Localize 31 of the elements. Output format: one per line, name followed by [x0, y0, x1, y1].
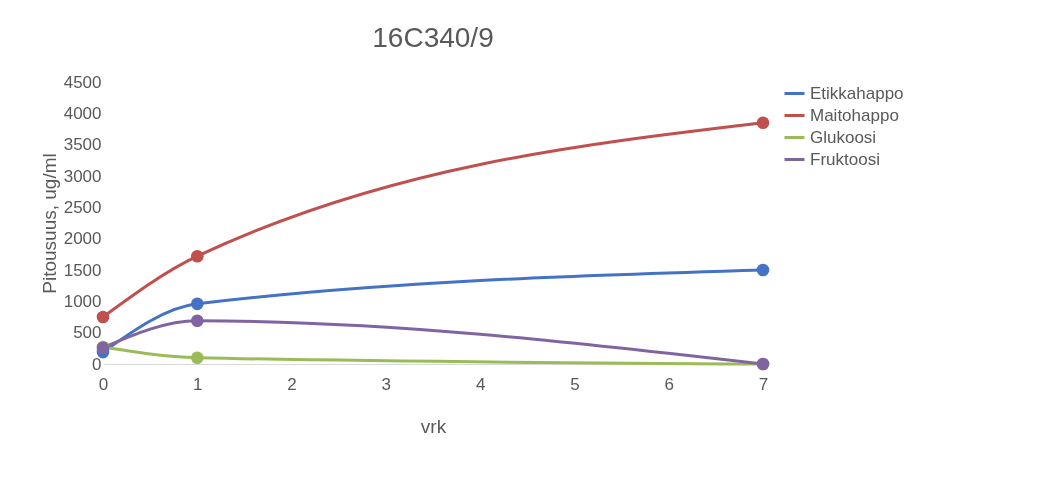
y-tick-label: 2000 — [63, 229, 102, 249]
y-tick-label: 4000 — [63, 103, 102, 123]
x-tick-label: 3 — [381, 374, 392, 394]
point — [190, 351, 204, 365]
point — [190, 314, 204, 328]
x-tick-label: 1 — [193, 374, 203, 394]
chart-title: 16C340/9 — [372, 22, 494, 53]
x-tick-label: 6 — [664, 374, 674, 394]
y-tick-label: 4500 — [63, 72, 102, 92]
point — [756, 116, 770, 130]
y-tick-label: 3000 — [63, 166, 102, 186]
y-tick-label: 0 — [92, 354, 102, 374]
legend-label: Etikkahappo — [810, 83, 904, 103]
x-tick-label: 7 — [758, 374, 769, 394]
point — [190, 297, 204, 311]
legend-label: Fruktoosi — [810, 149, 880, 169]
y-tick-label: 500 — [73, 323, 102, 343]
legend-label: Maitohappo — [810, 105, 899, 125]
x-axis-title: vrk — [420, 415, 447, 437]
point — [190, 249, 204, 263]
y-tick-label: 2500 — [63, 197, 102, 217]
y-tick-label: 3500 — [63, 135, 102, 155]
x-tick-label: 5 — [570, 374, 580, 394]
point — [756, 263, 770, 277]
y-tick-label: 1000 — [63, 291, 102, 311]
x-tick-label: 4 — [475, 374, 486, 394]
point — [96, 310, 110, 324]
legend-label: Glukoosi — [810, 127, 877, 147]
y-tick-label: 1500 — [63, 260, 102, 280]
y-axis-title: Pitousuus, ug/ml — [38, 153, 60, 294]
x-tick-label: 2 — [287, 374, 297, 394]
